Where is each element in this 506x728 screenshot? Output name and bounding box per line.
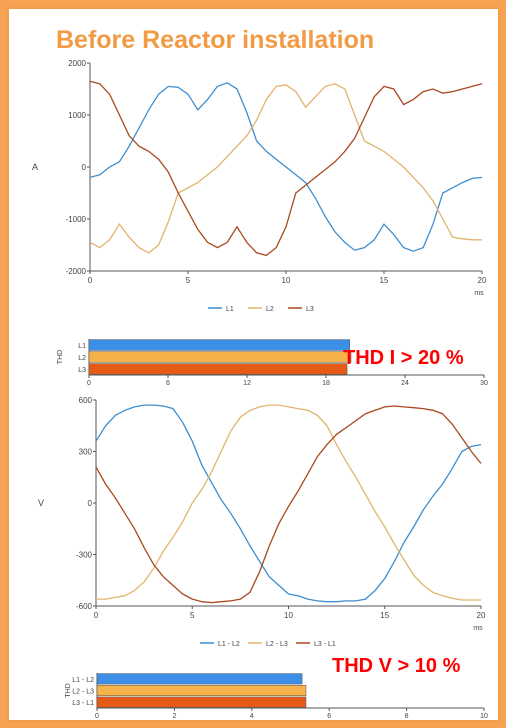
- bar-x-tick-label-1: 12: [243, 380, 251, 387]
- series-line-L2-L3: [96, 404, 481, 601]
- bar-x-tick-label-1: 6: [166, 380, 170, 387]
- y-tick-label-2: -600: [76, 602, 93, 611]
- bar-category-label-L2-L3: L2 - L3: [72, 689, 94, 696]
- x-tick-label-0: 15: [380, 276, 389, 285]
- series-line-L3: [89, 80, 483, 257]
- thd-bar-L1-L2: [96, 673, 303, 685]
- x-tick-label-0: 20: [478, 276, 487, 285]
- bar-x-tick-label-3: 6: [327, 713, 331, 720]
- bar-x-tick-label-3: 2: [172, 713, 176, 720]
- bar-x-tick-label-3: 4: [250, 713, 254, 720]
- x-axis-label-0: ms: [474, 290, 484, 297]
- legend-label-L3: L3: [306, 306, 314, 313]
- legend-label-L3-L1: L3 - L1: [314, 641, 336, 648]
- thd-bar-L3-L1: [96, 696, 307, 708]
- bar-x-tick-label-1: 18: [322, 380, 330, 387]
- x-tick-label-2: 0: [94, 611, 99, 620]
- bar-x-tick-label-3: 10: [480, 713, 488, 720]
- series-line-L1-L2: [95, 404, 482, 603]
- bar-category-label-L3-L1: L3 - L1: [72, 700, 94, 707]
- series-line-L1: [89, 82, 483, 252]
- x-tick-label-0: 0: [88, 276, 93, 285]
- legend-label-L1-L2: L1 - L2: [218, 641, 240, 648]
- y-tick-label-0: 2000: [68, 59, 86, 68]
- x-axis-label-2: ms: [473, 625, 483, 632]
- y-tick-label-2: 600: [79, 396, 93, 405]
- thd-bar-L2-L3: [96, 685, 307, 696]
- y-axis-label-2: V: [38, 498, 44, 508]
- thd-voltage-callout: THD V > 10 %: [332, 655, 461, 677]
- thd-bar-L1: [88, 339, 350, 351]
- bar-x-tick-label-1: 24: [401, 380, 409, 387]
- bar-x-tick-label-1: 30: [480, 380, 488, 387]
- y-tick-label-0: 0: [82, 163, 87, 172]
- thd-bar-L2: [88, 351, 352, 363]
- bar-category-label-L3: L3: [78, 367, 86, 374]
- legend-label-L2: L2: [266, 306, 274, 313]
- x-tick-label-0: 5: [186, 276, 191, 285]
- page-title: Before Reactor installation: [56, 26, 375, 54]
- legend-label-L2-L3: L2 - L3: [266, 641, 288, 648]
- x-tick-label-0: 10: [282, 276, 291, 285]
- thd-current-callout: THD I > 20 %: [343, 347, 464, 369]
- y-axis-label-0: A: [32, 162, 38, 172]
- y-tick-label-2: -300: [76, 551, 93, 560]
- bar-x-tick-label-3: 0: [95, 713, 99, 720]
- x-tick-label-2: 5: [190, 611, 195, 620]
- y-tick-label-0: -1000: [66, 215, 87, 224]
- bar-category-label-L1-L2: L1 - L2: [72, 677, 94, 684]
- bar-x-tick-label-3: 8: [405, 713, 409, 720]
- bar-category-label-L1: L1: [78, 343, 86, 350]
- bar-y-axis-label-1: THD: [57, 350, 64, 364]
- y-tick-label-2: 300: [79, 448, 93, 457]
- series-line-L3-L1: [95, 405, 482, 604]
- x-tick-label-2: 20: [477, 611, 486, 620]
- thd-bar-L3: [88, 363, 348, 375]
- bar-x-tick-label-1: 0: [87, 380, 91, 387]
- bar-category-label-L2: L2: [78, 355, 86, 362]
- legend-label-L1: L1: [226, 306, 234, 313]
- y-tick-label-0: 1000: [68, 111, 86, 120]
- y-tick-label-0: -2000: [66, 267, 87, 276]
- bar-y-axis-label-3: THD: [65, 683, 72, 697]
- x-tick-label-2: 15: [380, 611, 389, 620]
- x-tick-label-2: 10: [284, 611, 293, 620]
- series-line-L2: [89, 83, 482, 254]
- y-tick-label-2: 0: [88, 499, 93, 508]
